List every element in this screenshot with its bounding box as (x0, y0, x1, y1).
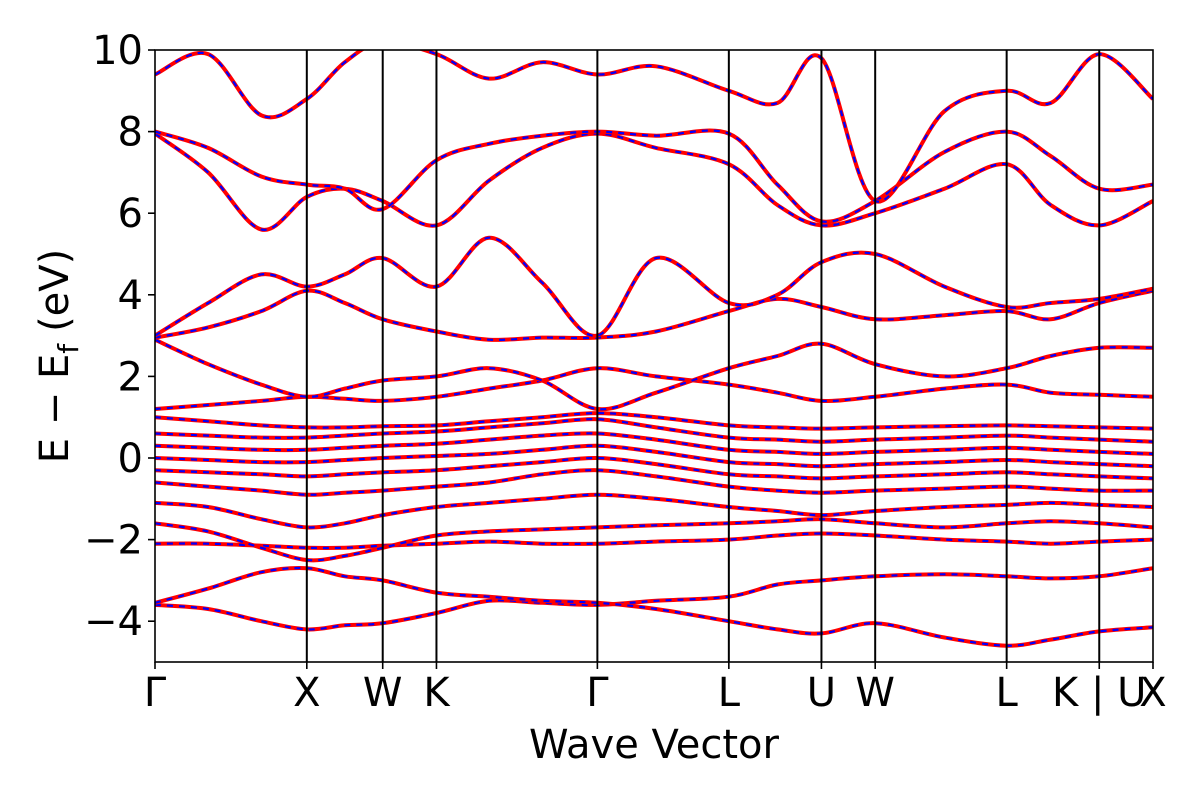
kpoint-divider-lines (305, 50, 1101, 662)
band-4-dashed-line (155, 493, 1153, 529)
band-10-dashed-line (155, 411, 1153, 430)
band-16-dashed-line (155, 129, 1153, 223)
y-tick-label: 8 (118, 110, 143, 156)
y-tick-label: 4 (118, 273, 143, 319)
band-7-dashed-line (155, 444, 1153, 468)
band-6-dashed-line (155, 456, 1153, 480)
plot-frame (154, 49, 1154, 663)
x-tick-label: Γ (586, 670, 609, 716)
x-tick-label: Γ (144, 670, 167, 716)
y-tick-label: 2 (118, 354, 143, 400)
band-8-dashed-line (155, 432, 1153, 456)
band-2-dashed-line (155, 532, 1153, 550)
band-13-dashed-line (155, 289, 1153, 342)
x-tick-label: W (855, 670, 895, 716)
x-tick-label: L (996, 670, 1019, 716)
band-9-dashed-line (155, 418, 1153, 443)
y-axis-title-unit: (eV) (32, 249, 78, 332)
y-tick-label: 10 (92, 28, 143, 74)
band-5-dashed-line (155, 469, 1153, 496)
band-12-dashed-line (155, 338, 1153, 411)
y-tick-label: 0 (118, 436, 143, 482)
x-tick-label: X (1139, 670, 1166, 716)
y-axis-title-main: E − E (32, 354, 78, 464)
band-1-dashed-line (155, 566, 1153, 647)
band-14-dashed-line (155, 236, 1153, 337)
y-tick-label: −4 (84, 599, 143, 645)
y-axis-title: E − Ef (eV) (32, 249, 85, 464)
x-tick-label: L (718, 670, 741, 716)
band-15-dashed-line (155, 132, 1153, 231)
band-17-dashed-line (155, 50, 1153, 203)
x-tick-label: K (423, 670, 451, 716)
y-axis-title-subscript: f (52, 343, 85, 354)
x-axis-title: Wave Vector (529, 722, 780, 768)
x-tick-label: U (807, 670, 836, 716)
plot-background (155, 50, 1153, 662)
y-axis-ticks: 10 8 6 4 2 0 −2 −4 (84, 28, 155, 645)
x-tick-label: K | U (1052, 670, 1146, 716)
y-tick-label: 6 (118, 191, 143, 237)
band-3-dashed-line (155, 518, 1153, 562)
band-0-dashed-line (155, 567, 1153, 631)
x-tick-label: X (293, 670, 320, 716)
x-tick-label: W (363, 670, 403, 716)
y-tick-label: −2 (84, 518, 143, 564)
